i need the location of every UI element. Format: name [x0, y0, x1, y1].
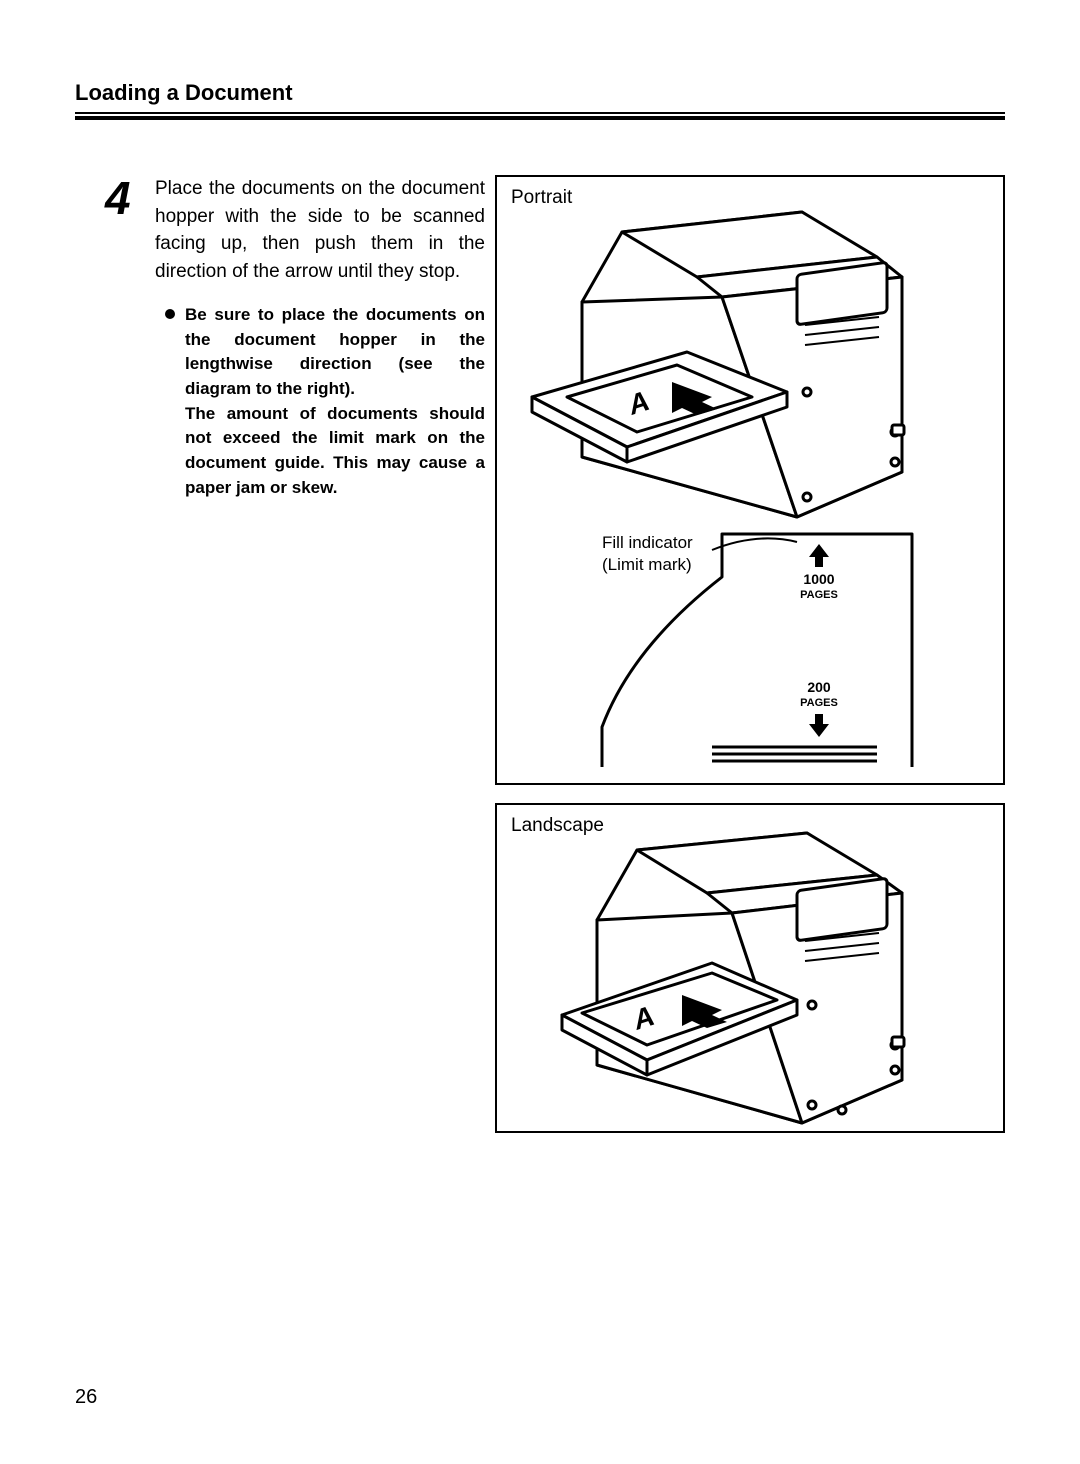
pages-200-value: 200: [807, 679, 831, 695]
figure-landscape: Landscape: [495, 803, 1005, 1133]
page-number: 26: [75, 1386, 97, 1409]
pages-1000-value: 1000: [803, 571, 834, 587]
scanner-landscape-illustration: A: [497, 805, 952, 1135]
bullet-icon: [165, 309, 175, 319]
heading-rule: [75, 112, 1005, 120]
page-heading: Loading a Document: [75, 80, 1005, 112]
scanner-portrait-illustration: A: [497, 197, 952, 547]
figure-portrait: Portrait: [495, 175, 1005, 785]
fill-indicator-illustration: 1000 PAGES 200 PAGES: [497, 522, 952, 777]
step-bullet-text: Be sure to place the documents on the do…: [185, 303, 485, 500]
step-instruction-text: Place the documents on the document hopp…: [155, 175, 485, 285]
pages-200-label: PAGES: [800, 697, 838, 709]
pages-1000-label: PAGES: [800, 589, 838, 601]
step-number: 4: [105, 175, 155, 221]
